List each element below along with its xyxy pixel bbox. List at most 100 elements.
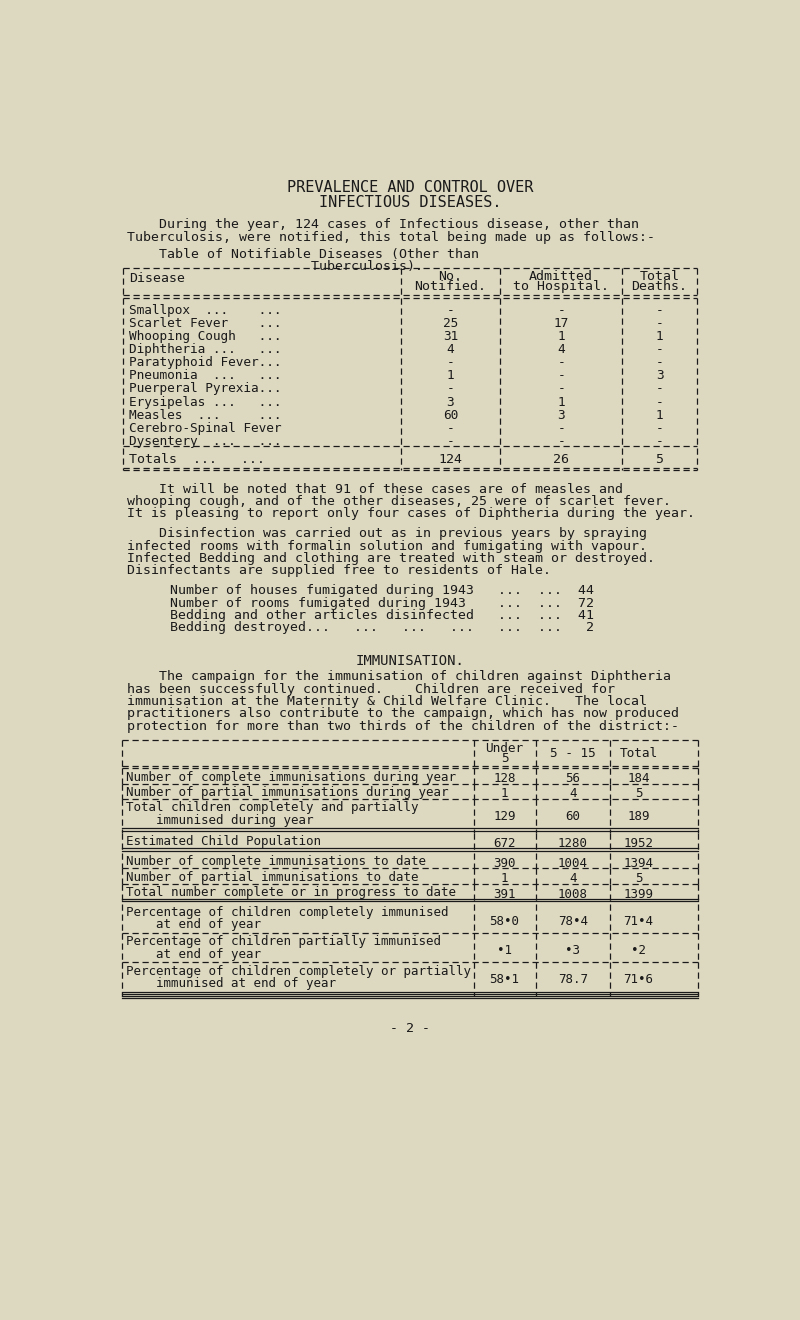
Text: Percentage of children partially immunised: Percentage of children partially immunis… bbox=[126, 936, 442, 948]
Text: 26: 26 bbox=[553, 453, 569, 466]
Text: Admitted: Admitted bbox=[529, 271, 593, 282]
Text: 1: 1 bbox=[656, 330, 663, 343]
Text: 1394: 1394 bbox=[624, 857, 654, 870]
Text: -: - bbox=[446, 304, 454, 317]
Text: No.: No. bbox=[438, 271, 462, 282]
Text: practitioners also contribute to the campaign, which has now produced: practitioners also contribute to the cam… bbox=[127, 708, 679, 721]
Text: Smallpox  ...    ...: Smallpox ... ... bbox=[130, 304, 282, 317]
Text: Infected Bedding and clothing are treated with steam or destroyed.: Infected Bedding and clothing are treate… bbox=[127, 552, 655, 565]
Text: -: - bbox=[656, 434, 663, 447]
Text: 60: 60 bbox=[566, 810, 580, 822]
Text: -: - bbox=[656, 317, 663, 330]
Text: Deaths.: Deaths. bbox=[631, 280, 687, 293]
Text: INFECTIOUS DISEASES.: INFECTIOUS DISEASES. bbox=[318, 195, 502, 210]
Text: -: - bbox=[558, 304, 565, 317]
Text: 60: 60 bbox=[442, 409, 458, 421]
Text: 1: 1 bbox=[558, 330, 565, 343]
Text: Measles  ...     ...: Measles ... ... bbox=[130, 409, 282, 421]
Text: 5: 5 bbox=[635, 873, 642, 886]
Text: 71•4: 71•4 bbox=[624, 915, 654, 928]
Text: Under: Under bbox=[486, 742, 524, 755]
Text: 4: 4 bbox=[558, 343, 565, 356]
Text: Total number complete or in progress to date: Total number complete or in progress to … bbox=[126, 886, 456, 899]
Text: •3: •3 bbox=[566, 944, 580, 957]
Text: Erysipelas ...   ...: Erysipelas ... ... bbox=[130, 396, 282, 409]
Text: 78•4: 78•4 bbox=[558, 915, 588, 928]
Text: It will be noted that 91 of these cases are of measles and: It will be noted that 91 of these cases … bbox=[127, 483, 623, 495]
Text: Disinfection was carried out as in previous years by spraying: Disinfection was carried out as in previ… bbox=[127, 527, 647, 540]
Text: Paratyphoid Fever...: Paratyphoid Fever... bbox=[130, 356, 282, 370]
Text: -: - bbox=[656, 304, 663, 317]
Text: 128: 128 bbox=[494, 772, 516, 785]
Text: -: - bbox=[446, 383, 454, 396]
Text: IMMUNISATION.: IMMUNISATION. bbox=[355, 653, 465, 668]
Text: Total: Total bbox=[619, 747, 658, 760]
Text: Estimated Child Population: Estimated Child Population bbox=[126, 836, 322, 849]
Text: 1399: 1399 bbox=[624, 887, 654, 900]
Text: Dysentery  ...   ...: Dysentery ... ... bbox=[130, 434, 282, 447]
Text: 58•0: 58•0 bbox=[490, 915, 519, 928]
Text: Number of complete immunisations during year: Number of complete immunisations during … bbox=[126, 771, 456, 784]
Text: During the year, 124 cases of Infectious disease, other than: During the year, 124 cases of Infectious… bbox=[127, 218, 639, 231]
Text: 1004: 1004 bbox=[558, 857, 588, 870]
Text: 1: 1 bbox=[656, 409, 663, 421]
Text: whooping cough, and of the other diseases, 25 were of scarlet fever.: whooping cough, and of the other disease… bbox=[127, 495, 671, 508]
Text: Whooping Cough   ...: Whooping Cough ... bbox=[130, 330, 282, 343]
Text: 5: 5 bbox=[635, 788, 642, 800]
Text: immunisation at the Maternity & Child Welfare Clinic.   The local: immunisation at the Maternity & Child We… bbox=[127, 696, 647, 708]
Text: at end of year: at end of year bbox=[126, 919, 262, 932]
Text: 1: 1 bbox=[446, 370, 454, 383]
Text: 17: 17 bbox=[554, 317, 569, 330]
Text: The campaign for the immunisation of children against Diphtheria: The campaign for the immunisation of chi… bbox=[127, 671, 671, 684]
Text: Bedding destroyed...   ...   ...   ...   ...  ...   2: Bedding destroyed... ... ... ... ... ...… bbox=[170, 622, 594, 634]
Text: infected rooms with formalin solution and fumigating with vapour.: infected rooms with formalin solution an… bbox=[127, 540, 647, 553]
Text: immunised at end of year: immunised at end of year bbox=[126, 977, 336, 990]
Text: 391: 391 bbox=[494, 887, 516, 900]
Text: 1: 1 bbox=[558, 396, 565, 409]
Text: Number of partial immunisations during year: Number of partial immunisations during y… bbox=[126, 785, 449, 799]
Text: 3: 3 bbox=[656, 370, 663, 383]
Text: at end of year: at end of year bbox=[126, 948, 262, 961]
Text: 184: 184 bbox=[627, 772, 650, 785]
Text: 4: 4 bbox=[569, 873, 577, 886]
Text: -: - bbox=[656, 396, 663, 409]
Text: 390: 390 bbox=[494, 857, 516, 870]
Text: -: - bbox=[558, 422, 565, 434]
Text: Tuberculosis).: Tuberculosis). bbox=[127, 260, 423, 273]
Text: Scarlet Fever    ...: Scarlet Fever ... bbox=[130, 317, 282, 330]
Text: -: - bbox=[446, 356, 454, 370]
Text: Cerebro-Spinal Fever: Cerebro-Spinal Fever bbox=[130, 422, 282, 434]
Text: -: - bbox=[656, 356, 663, 370]
Text: 56: 56 bbox=[566, 772, 580, 785]
Text: Percentage of children completely immunised: Percentage of children completely immuni… bbox=[126, 906, 449, 919]
Text: 5: 5 bbox=[501, 752, 508, 766]
Text: 5 - 15: 5 - 15 bbox=[550, 747, 596, 760]
Text: Disease: Disease bbox=[130, 272, 186, 285]
Text: 78.7: 78.7 bbox=[558, 973, 588, 986]
Text: 4: 4 bbox=[446, 343, 454, 356]
Text: 1952: 1952 bbox=[624, 837, 654, 850]
Text: Number of rooms fumigated during 1943    ...  ...  72: Number of rooms fumigated during 1943 ..… bbox=[170, 597, 594, 610]
Text: 1: 1 bbox=[501, 873, 508, 886]
Text: Puerperal Pyrexia...: Puerperal Pyrexia... bbox=[130, 383, 282, 396]
Text: -: - bbox=[558, 383, 565, 396]
Text: 3: 3 bbox=[558, 409, 565, 421]
Text: -: - bbox=[558, 434, 565, 447]
Text: 1280: 1280 bbox=[558, 837, 588, 850]
Text: -: - bbox=[656, 383, 663, 396]
Text: - 2 -: - 2 - bbox=[390, 1022, 430, 1035]
Text: Bedding and other articles disinfected   ...  ...  41: Bedding and other articles disinfected .… bbox=[170, 609, 594, 622]
Text: Pneumonia  ...   ...: Pneumonia ... ... bbox=[130, 370, 282, 383]
Text: -: - bbox=[656, 422, 663, 434]
Text: Tuberculosis, were notified, this total being made up as follows:-: Tuberculosis, were notified, this total … bbox=[127, 231, 655, 244]
Text: PREVALENCE AND CONTROL OVER: PREVALENCE AND CONTROL OVER bbox=[287, 180, 533, 195]
Text: 672: 672 bbox=[494, 837, 516, 850]
Text: -: - bbox=[558, 356, 565, 370]
Text: Number of complete immunisations to date: Number of complete immunisations to date bbox=[126, 855, 426, 869]
Text: 31: 31 bbox=[442, 330, 458, 343]
Text: Total: Total bbox=[639, 271, 679, 282]
Text: Notified.: Notified. bbox=[414, 280, 486, 293]
Text: to Hospital.: to Hospital. bbox=[513, 280, 609, 293]
Text: immunised during year: immunised during year bbox=[126, 813, 314, 826]
Text: 71•6: 71•6 bbox=[624, 973, 654, 986]
